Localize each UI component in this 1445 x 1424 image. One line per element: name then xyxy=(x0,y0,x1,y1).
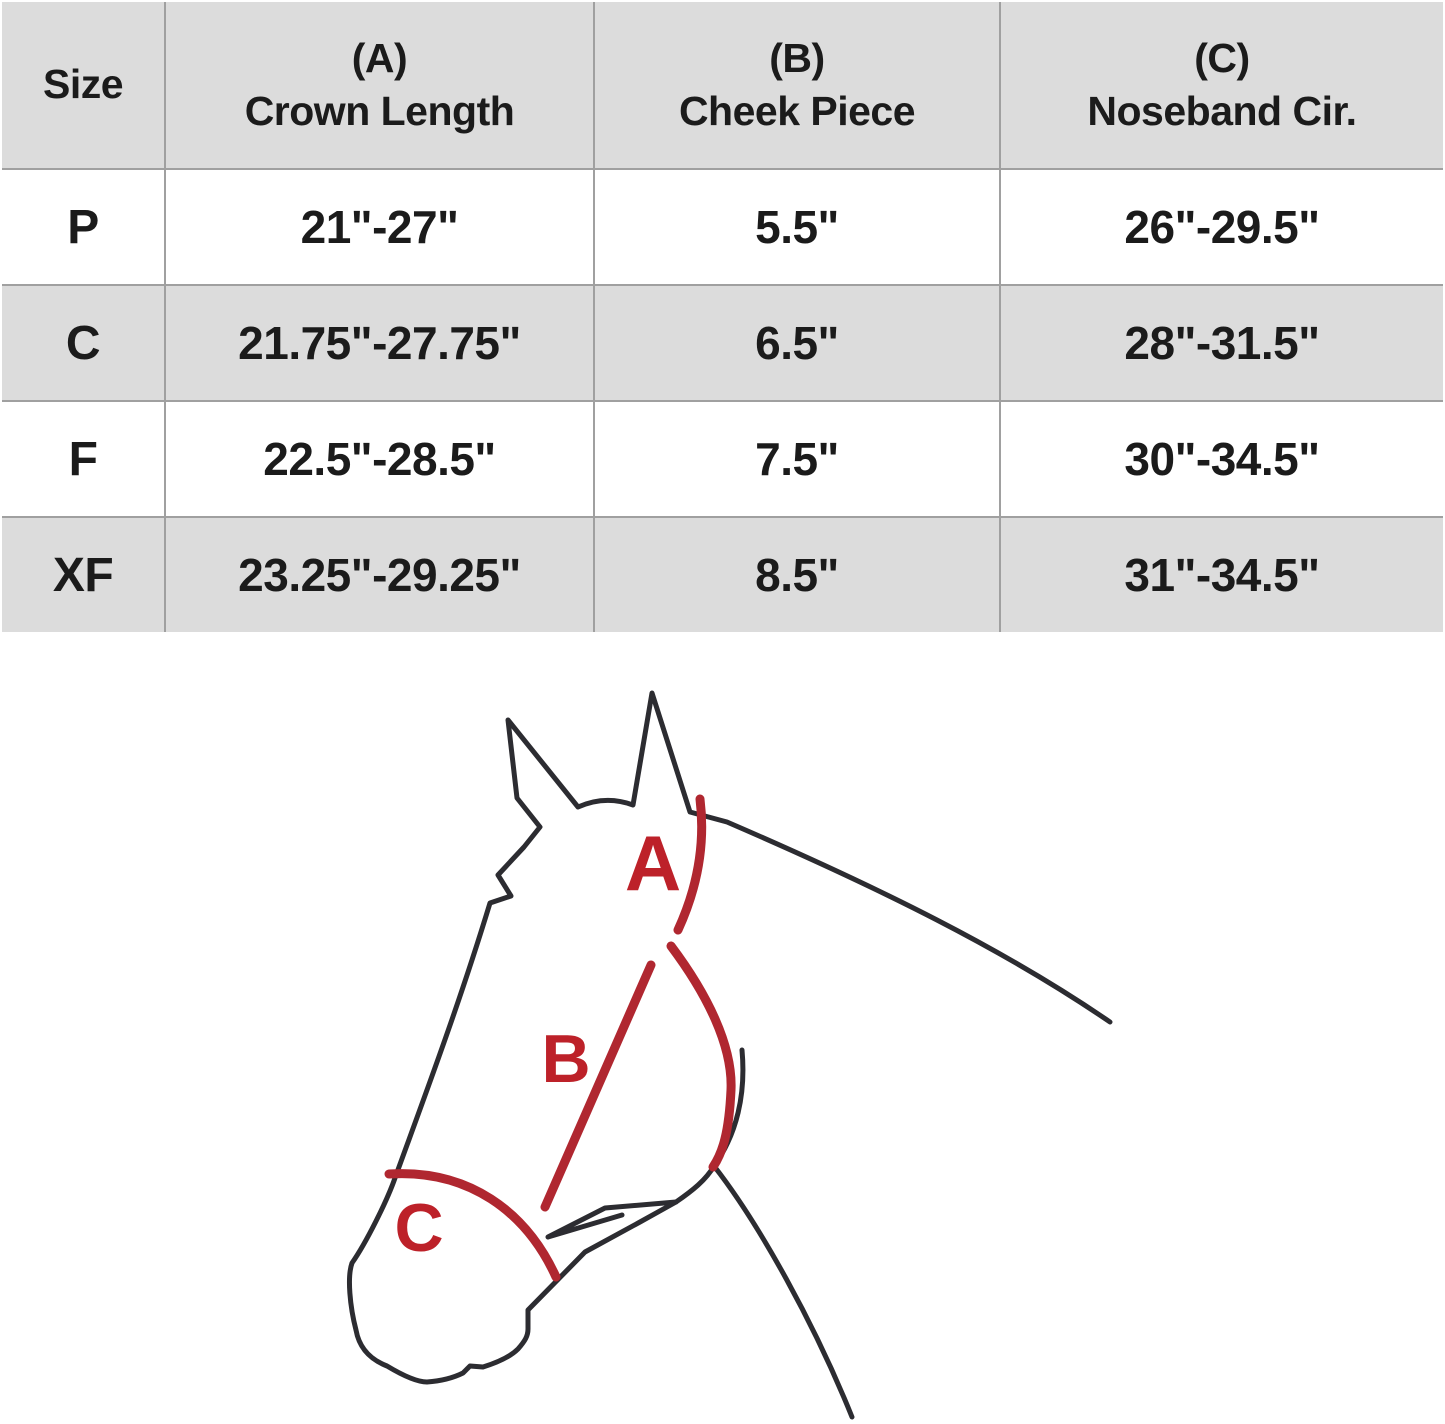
neck-front-line xyxy=(711,1163,855,1420)
header-cheek-label: Cheek Piece xyxy=(678,88,916,134)
header-crown-label: Crown Length xyxy=(244,88,515,134)
header-crown-letter: (A) xyxy=(351,34,408,81)
table-row-pony: P 21"-27" 5.5" 26"-29.5" xyxy=(1,168,1444,286)
cheek-value: 5.5" xyxy=(593,168,1001,286)
header-size-label: Size xyxy=(42,61,124,108)
header-crown-length: (A) Crown Length xyxy=(164,1,595,170)
jowl-strap-curve xyxy=(666,941,736,1172)
mouth-line xyxy=(545,1199,679,1240)
header-cheek-letter: (B) xyxy=(769,34,825,81)
size-value: C xyxy=(1,284,166,402)
cheek-value: 6.5" xyxy=(593,284,1001,402)
header-noseband-letter: (C) xyxy=(1194,34,1250,81)
noseband-value: 26"-29.5" xyxy=(999,168,1444,286)
cheek-value: 8.5" xyxy=(593,516,1001,633)
label-a: A xyxy=(625,819,681,907)
crown-strap-a xyxy=(673,794,707,935)
cheek-value: 7.5" xyxy=(593,400,1001,518)
horse-head-outline-group xyxy=(346,690,1113,1420)
crown-value: 21"-27" xyxy=(164,168,595,286)
crown-value: 21.75"-27.75" xyxy=(164,284,595,402)
table-row-cob: C 21.75"-27.75" 6.5" 28"-31.5" xyxy=(1,284,1444,402)
size-chart-table: Size (A) Crown Length (B) Cheek Piece (C… xyxy=(1,1,1444,633)
label-c: C xyxy=(394,1190,443,1266)
header-size: Size xyxy=(1,1,166,170)
strap-labels-group: A B C xyxy=(394,819,681,1266)
table-row-full: F 22.5"-28.5" 7.5" 30"-34.5" xyxy=(1,400,1444,518)
horse-head-outline xyxy=(346,690,1113,1385)
size-value: XF xyxy=(1,516,166,633)
noseband-value: 30"-34.5" xyxy=(999,400,1444,518)
halter-straps-group xyxy=(384,794,736,1282)
size-value: P xyxy=(1,168,166,286)
size-value: F xyxy=(1,400,166,518)
crown-value: 23.25"-29.25" xyxy=(164,516,595,633)
noseband-value: 28"-31.5" xyxy=(999,284,1444,402)
header-noseband-label: Noseband Cir. xyxy=(1087,88,1357,134)
label-b: B xyxy=(541,1021,590,1097)
header-noseband: (C) Noseband Cir. xyxy=(999,1,1444,170)
crown-value: 22.5"-28.5" xyxy=(164,400,595,518)
header-row: Size (A) Crown Length (B) Cheek Piece (C… xyxy=(1,1,1444,170)
cheek-strap-b xyxy=(540,960,656,1212)
table-row-xfull: XF 23.25"-29.25" 8.5" 31"-34.5" xyxy=(1,516,1444,633)
header-cheek-piece: (B) Cheek Piece xyxy=(593,1,1001,170)
noseband-strap-c xyxy=(384,1169,561,1282)
noseband-value: 31"-34.5" xyxy=(999,516,1444,633)
